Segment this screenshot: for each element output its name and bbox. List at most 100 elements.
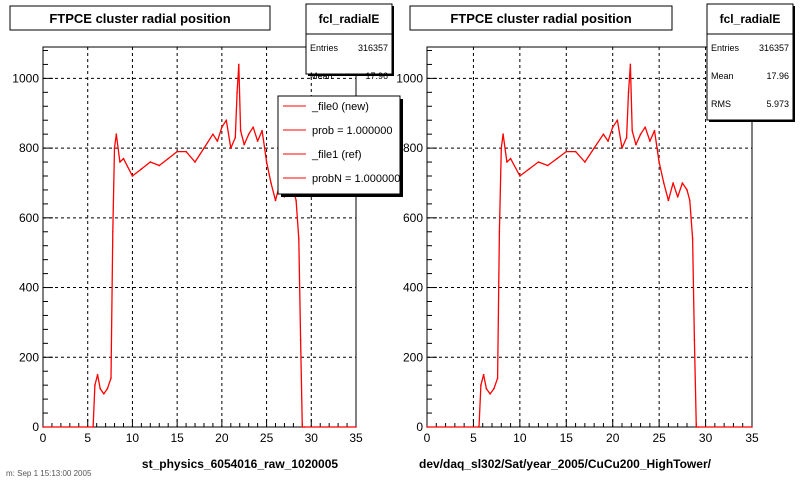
- data-point: [602, 133, 605, 135]
- y-tick-label: 600: [403, 211, 423, 225]
- x-tick-label: 25: [260, 431, 274, 445]
- data-point: [625, 136, 628, 139]
- data-point: [167, 157, 169, 160]
- data-point: [239, 129, 242, 132]
- stats-mean-label: Mean: [711, 71, 734, 81]
- data-point: [686, 189, 688, 191]
- data-point: [667, 199, 670, 202]
- stats-rms-value: 5.973: [766, 99, 789, 109]
- y-tick-label: 1000: [396, 71, 423, 85]
- y-tick-label: 600: [19, 211, 39, 225]
- title-box: [9, 5, 271, 31]
- data-point: [607, 140, 609, 142]
- y-tick-label: 400: [403, 281, 423, 295]
- data-point: [203, 147, 205, 149]
- data-point: [212, 133, 214, 135]
- data-point: [629, 63, 632, 66]
- data-point: [546, 164, 549, 167]
- x-tick-label: 15: [170, 431, 184, 445]
- data-point: [672, 182, 674, 184]
- data-point: [252, 126, 254, 128]
- stats-box: fcl_radialE Entries 316357 Mean 17.96 RMS 5.97…: [706, 3, 795, 122]
- legend: _file0 (new) prob = 1.000000 _file1 (ref) p…: [277, 95, 403, 197]
- data-point: [658, 161, 660, 163]
- data-point: [502, 133, 504, 135]
- data-point: [236, 91, 238, 94]
- x-tick-label: 30: [699, 431, 713, 445]
- y-tick-label: 0: [32, 420, 39, 434]
- x-tick-label: 0: [424, 431, 431, 445]
- data-point: [693, 339, 696, 341]
- data-point: [500, 147, 503, 149]
- data-point: [537, 161, 540, 163]
- stats-entries-value: 316357: [759, 43, 789, 53]
- data-point: [611, 126, 614, 128]
- data-point: [256, 140, 259, 142]
- data-point: [653, 129, 656, 132]
- legend-entry: probN = 1.000000: [312, 173, 400, 185]
- data-point: [498, 230, 501, 233]
- data-point: [140, 168, 143, 170]
- stats-histogram-name: fcl_radialE: [319, 12, 380, 26]
- chart-title: FTPCE cluster radial position: [49, 11, 230, 26]
- data-point: [299, 339, 302, 341]
- x-tick-label: 35: [349, 431, 363, 445]
- data-point: [274, 199, 277, 202]
- x-tick-label: 20: [606, 431, 620, 445]
- data-point: [225, 119, 228, 122]
- y-tick-label: 800: [19, 141, 39, 155]
- data-point: [303, 426, 305, 428]
- data-point: [297, 237, 300, 240]
- x-tick-label: 0: [40, 431, 47, 445]
- data-point: [593, 147, 595, 149]
- stats-entries-value: 316357: [358, 43, 388, 53]
- data-point: [92, 426, 94, 428]
- legend-entry: prob = 1.000000: [312, 125, 392, 137]
- x-tick-label: 15: [560, 431, 574, 445]
- data-point: [234, 136, 237, 139]
- chart-panel-2: 0 5 10 15 20 25 30 35 0 200 400 600 800 1000 FTPCE clu…: [396, 3, 795, 471]
- data-point: [482, 373, 485, 376]
- data-point: [113, 147, 116, 149]
- stats-mean-label: Mean: [310, 71, 333, 81]
- data-point: [355, 426, 357, 428]
- x-tick-label: 20: [215, 431, 229, 445]
- x-tick-label: 5: [470, 431, 477, 445]
- data-point: [509, 157, 512, 160]
- x-tick-label: 5: [84, 431, 91, 445]
- y-tick-label: 800: [403, 141, 423, 155]
- data-point: [301, 426, 304, 428]
- stats-box-frame: [305, 3, 393, 75]
- data-point: [270, 182, 272, 184]
- data-point: [94, 384, 96, 386]
- data-point: [621, 147, 623, 149]
- data-point: [485, 387, 488, 390]
- stats-mean-value: 17.96: [365, 71, 388, 81]
- data-point: [676, 196, 679, 198]
- data-point: [565, 150, 568, 153]
- data-point: [584, 161, 586, 163]
- legend-entry: _file0 (new): [311, 101, 369, 113]
- data-point: [519, 175, 521, 177]
- title-box: [409, 5, 673, 31]
- data-point: [480, 384, 482, 386]
- y-tick-label: 200: [403, 350, 423, 364]
- data-point: [493, 387, 495, 390]
- data-point: [122, 157, 125, 160]
- data-point: [230, 147, 232, 149]
- data-point: [697, 426, 699, 428]
- data-point: [635, 143, 637, 146]
- data-point: [131, 175, 134, 177]
- x-tick-label: 10: [126, 431, 140, 445]
- x-tick-label: 30: [305, 431, 319, 445]
- footer-timestamp: m: Sep 1 15:13:00 2005: [6, 469, 92, 478]
- data-point: [295, 199, 297, 202]
- y-tick-label: 0: [416, 420, 423, 434]
- data-point: [149, 161, 152, 163]
- chart-panel-1: 0 5 10 15 20 25 30 35 0 200 400 600 800 1000 FTPCE clu…: [6, 3, 403, 478]
- stats-entries-label: Entries: [711, 43, 740, 53]
- x-tick-label: 35: [745, 431, 759, 445]
- data-point: [111, 230, 114, 233]
- data-point: [649, 140, 651, 142]
